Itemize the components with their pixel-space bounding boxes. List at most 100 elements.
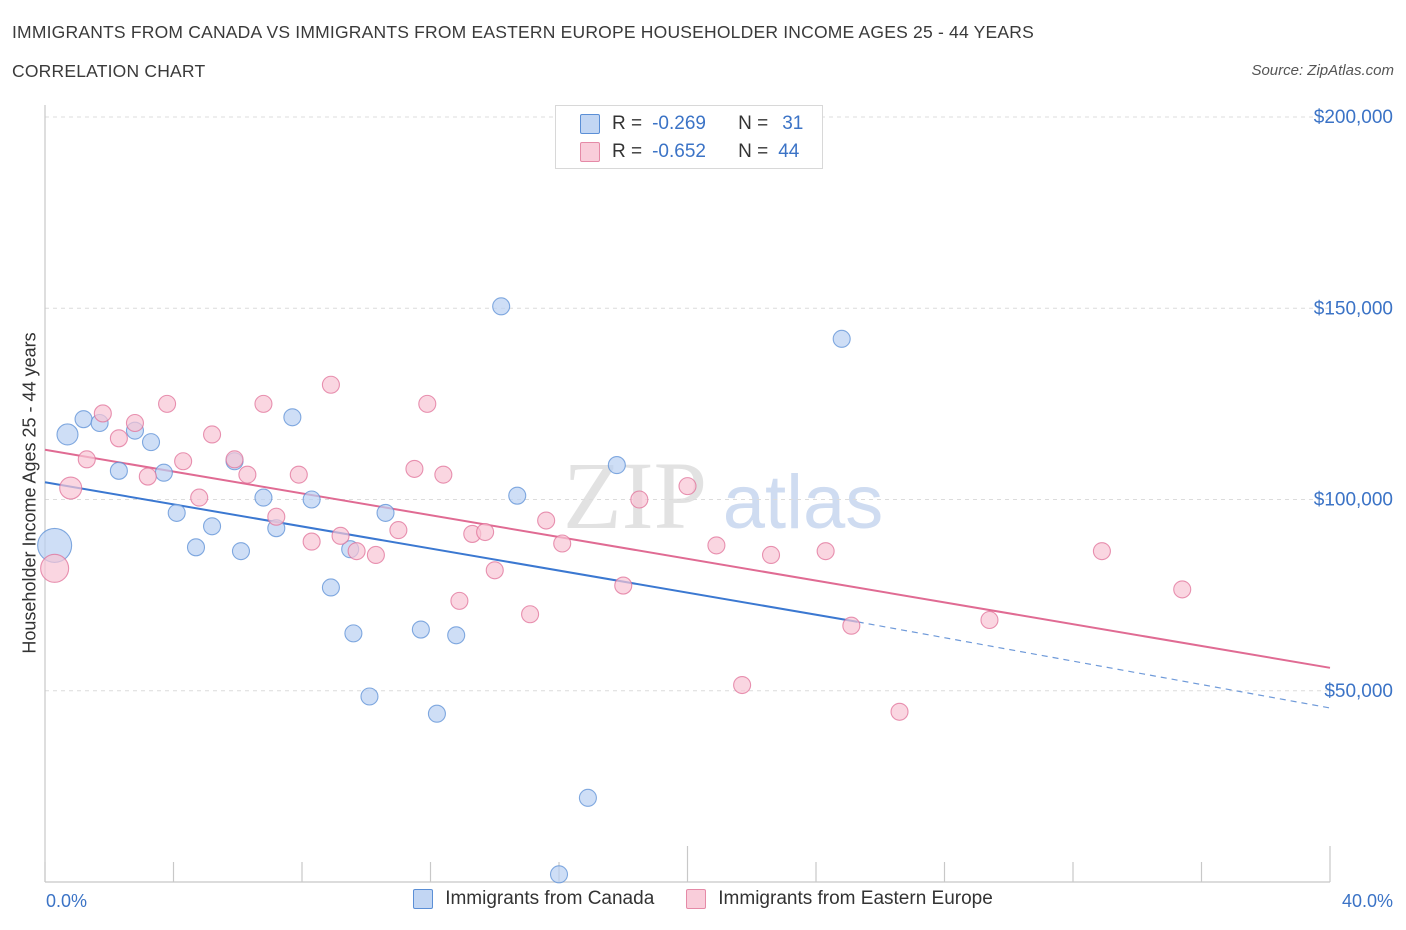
point-canada xyxy=(154,463,173,482)
trendline-eastern-europe xyxy=(44,448,1331,669)
point-eastern-europe xyxy=(203,425,222,444)
point-eastern-europe xyxy=(816,542,835,561)
point-eastern-europe xyxy=(267,507,286,526)
point-canada xyxy=(549,865,569,884)
legend-swatch-eastern-europe xyxy=(580,142,600,162)
correlation-legend: R = -0.269 N = 31 R = -0.652 N = 44 xyxy=(555,105,823,169)
data-points xyxy=(37,297,1192,884)
point-canada xyxy=(360,687,379,706)
point-canada xyxy=(492,297,511,316)
x-axis-min-label: 0.0% xyxy=(46,891,88,911)
legend-swatch-canada xyxy=(580,114,600,134)
point-eastern-europe xyxy=(225,450,244,469)
point-eastern-europe xyxy=(1173,580,1192,599)
watermark: ZIP atlas xyxy=(563,442,883,549)
y-tick-label: $50,000 xyxy=(1324,681,1393,702)
point-eastern-europe xyxy=(890,702,909,721)
legend-r-value: -0.269 xyxy=(652,113,706,134)
point-eastern-europe xyxy=(190,488,209,507)
legend-r-label: R = xyxy=(612,113,643,134)
legend-n-value: 31 xyxy=(782,113,804,134)
point-eastern-europe xyxy=(331,526,350,545)
y-tick-labels: $50,000 $100,000 $150,000 $200,000 xyxy=(1314,107,1393,702)
point-eastern-europe xyxy=(485,561,504,580)
point-canada xyxy=(376,503,395,522)
point-canada xyxy=(321,578,340,597)
point-canada xyxy=(109,461,128,480)
point-canada xyxy=(231,542,251,561)
point-eastern-europe xyxy=(174,452,193,471)
point-eastern-europe xyxy=(289,465,308,484)
series-label-eastern-europe: Immigrants from Eastern Europe xyxy=(718,888,993,909)
trendline-canada-extension xyxy=(857,621,1331,709)
point-eastern-europe xyxy=(418,394,437,413)
source-note: Source: ZipAtlas.com xyxy=(1251,62,1394,79)
chart-subtitle: CORRELATION CHART xyxy=(12,61,206,81)
legend-n-label: N = xyxy=(738,141,769,162)
legend-n-label: N = xyxy=(738,113,769,134)
point-eastern-europe xyxy=(521,605,540,624)
series-legend-item-eastern-europe: Immigrants from Eastern Europe xyxy=(686,888,993,910)
point-eastern-europe xyxy=(347,542,366,561)
point-canada xyxy=(607,456,626,475)
y-tick-label: $100,000 xyxy=(1314,490,1393,511)
point-canada xyxy=(141,433,161,452)
point-eastern-europe xyxy=(980,610,999,630)
point-eastern-europe xyxy=(389,521,408,540)
series-legend: Immigrants from Canada Immigrants from E… xyxy=(0,888,1406,910)
point-eastern-europe xyxy=(553,534,572,553)
point-eastern-europe xyxy=(93,404,112,423)
legend-n-value: 44 xyxy=(778,141,800,162)
point-eastern-europe xyxy=(321,375,340,394)
legend-row-eastern-europe: R = -0.652 N = 44 xyxy=(580,140,799,164)
watermark-atlas: atlas xyxy=(723,460,884,545)
point-eastern-europe xyxy=(238,465,257,484)
point-eastern-europe xyxy=(842,616,861,635)
series-swatch-canada xyxy=(413,889,434,909)
point-eastern-europe xyxy=(733,675,752,695)
axes xyxy=(44,105,1331,883)
point-eastern-europe xyxy=(614,576,633,595)
point-canada xyxy=(167,503,186,522)
point-eastern-europe xyxy=(707,536,726,555)
y-tick-label: $200,000 xyxy=(1314,107,1393,128)
point-eastern-europe xyxy=(1092,542,1111,561)
point-eastern-europe xyxy=(366,545,385,565)
gridlines xyxy=(45,116,1330,692)
x-axis-max-label: 40.0% xyxy=(1341,891,1393,911)
point-canada xyxy=(832,329,851,348)
point-canada xyxy=(56,423,79,446)
y-axis-label: Householder Income Ages 25 - 44 years xyxy=(19,332,40,654)
series-swatch-eastern-europe xyxy=(686,889,707,909)
point-eastern-europe xyxy=(434,465,453,484)
point-canada xyxy=(578,788,597,807)
point-eastern-europe xyxy=(125,413,144,433)
point-canada xyxy=(447,626,466,645)
legend-r-label: R = xyxy=(612,141,643,162)
point-canada xyxy=(411,620,430,639)
point-eastern-europe xyxy=(761,545,781,565)
series-label-canada: Immigrants from Canada xyxy=(445,888,655,909)
point-canada xyxy=(283,408,302,427)
point-canada xyxy=(344,624,363,643)
y-tick-label: $150,000 xyxy=(1314,298,1393,319)
legend-row-canada: R = -0.269 N = 31 xyxy=(580,112,803,136)
point-canada xyxy=(508,486,527,505)
point-eastern-europe xyxy=(77,450,96,469)
point-canada xyxy=(254,488,273,507)
point-eastern-europe xyxy=(138,467,157,486)
point-eastern-europe xyxy=(158,394,177,413)
point-canada xyxy=(203,517,222,536)
point-eastern-europe xyxy=(630,490,649,509)
chart-title: IMMIGRANTS FROM CANADA VS IMMIGRANTS FRO… xyxy=(12,22,1034,42)
series-legend-item-canada: Immigrants from Canada xyxy=(413,888,654,910)
point-eastern-europe xyxy=(537,511,556,530)
point-canada xyxy=(302,490,321,509)
point-eastern-europe xyxy=(678,477,697,496)
point-canada xyxy=(186,538,206,557)
point-eastern-europe xyxy=(476,522,495,542)
point-eastern-europe xyxy=(254,394,273,413)
point-eastern-europe xyxy=(59,476,83,500)
point-eastern-europe xyxy=(302,532,321,551)
